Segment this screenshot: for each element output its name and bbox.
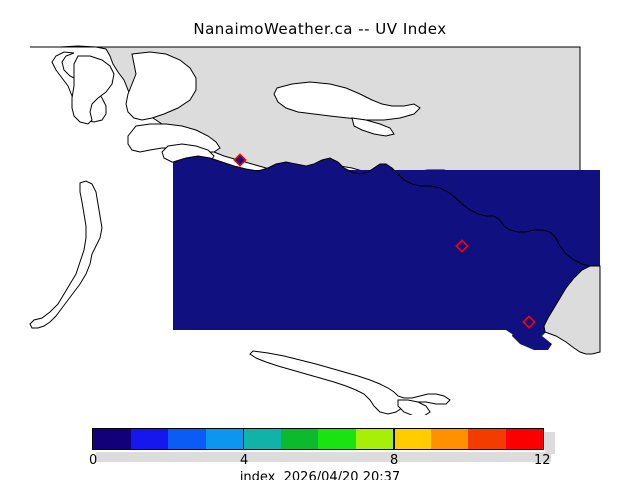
map-graphic[interactable] bbox=[0, 40, 640, 415]
colorbar-segment-5-6[interactable] bbox=[280, 429, 318, 449]
station-marker-1-diamond[interactable] bbox=[233, 153, 247, 167]
inlet-water-6 bbox=[273, 81, 421, 121]
page-title: NanaimoWeather.ca -- UV Index bbox=[193, 20, 447, 38]
inlet-water-7 bbox=[351, 117, 395, 137]
uv-data-channel-3 bbox=[404, 234, 460, 254]
lower-right-coast bbox=[543, 265, 601, 355]
colorbar-caption: index 2026/04/20 20:37 bbox=[239, 470, 401, 480]
station-marker-2-diamond[interactable] bbox=[455, 239, 469, 253]
station-marker-2[interactable] bbox=[455, 239, 469, 253]
colorbar-shadow-right bbox=[545, 432, 555, 454]
coastline-main bbox=[172, 155, 600, 267]
landmass-layer bbox=[30, 45, 581, 223]
uv-data-layer bbox=[173, 156, 600, 350]
uv-data-channel-8 bbox=[512, 328, 552, 350]
colorbar-segment-2-3[interactable] bbox=[168, 429, 206, 449]
map-canvas[interactable] bbox=[0, 40, 640, 415]
uv-data-channel-6 bbox=[468, 260, 500, 282]
colorbar-label-max: 12 bbox=[534, 453, 551, 468]
colorbar-segment-6-7[interactable] bbox=[318, 429, 356, 449]
island-outline-layer bbox=[29, 180, 451, 415]
colorbar[interactable]: 0 4 8 12 index 2026/04/20 20:37 bbox=[0, 418, 640, 480]
colorbar-segment-11-12[interactable] bbox=[505, 429, 543, 449]
colorbar-segment-7-8[interactable] bbox=[355, 429, 393, 449]
colorbar-segment-1-2[interactable] bbox=[130, 429, 168, 449]
colorbar-segment-8-9[interactable] bbox=[393, 429, 431, 449]
colorbar-segment-3-4[interactable] bbox=[205, 429, 243, 449]
station-marker-1[interactable] bbox=[233, 153, 247, 167]
colorbar-segment-4-5[interactable] bbox=[243, 429, 281, 449]
lower-right-coast-layer bbox=[543, 265, 601, 355]
colorbar-label-mid: 4 bbox=[240, 453, 249, 468]
station-marker-layer[interactable] bbox=[233, 153, 536, 329]
vancouver-island-west-outline bbox=[29, 180, 103, 329]
colorbar-shadow bbox=[96, 452, 551, 462]
colorbar-label-mid2: 8 bbox=[390, 453, 399, 468]
olympic-peninsula-outline bbox=[249, 350, 451, 415]
uv-data-channel-7 bbox=[494, 314, 546, 338]
uv-data-channel-1 bbox=[354, 210, 404, 230]
station-marker-3[interactable] bbox=[522, 315, 536, 329]
inlet-water-3 bbox=[125, 51, 197, 121]
colorbar-tick-4 bbox=[242, 428, 245, 450]
colorbar-label-min: 0 bbox=[89, 453, 98, 468]
small-island-outline bbox=[397, 399, 431, 415]
station-marker-3-diamond[interactable] bbox=[522, 315, 536, 329]
uv-data-channel-4 bbox=[504, 262, 586, 292]
uv-data-region-coastal bbox=[173, 156, 600, 330]
colorbar-track[interactable] bbox=[92, 428, 544, 450]
colorbar-segment-9-10[interactable] bbox=[430, 429, 468, 449]
colorbar-segment-0-1[interactable] bbox=[93, 429, 131, 449]
colorbar-tick-8 bbox=[393, 428, 395, 450]
colorbar-segment-10-11[interactable] bbox=[468, 429, 506, 449]
inlet-water-2 bbox=[71, 55, 115, 125]
coastline-layer bbox=[172, 155, 600, 267]
